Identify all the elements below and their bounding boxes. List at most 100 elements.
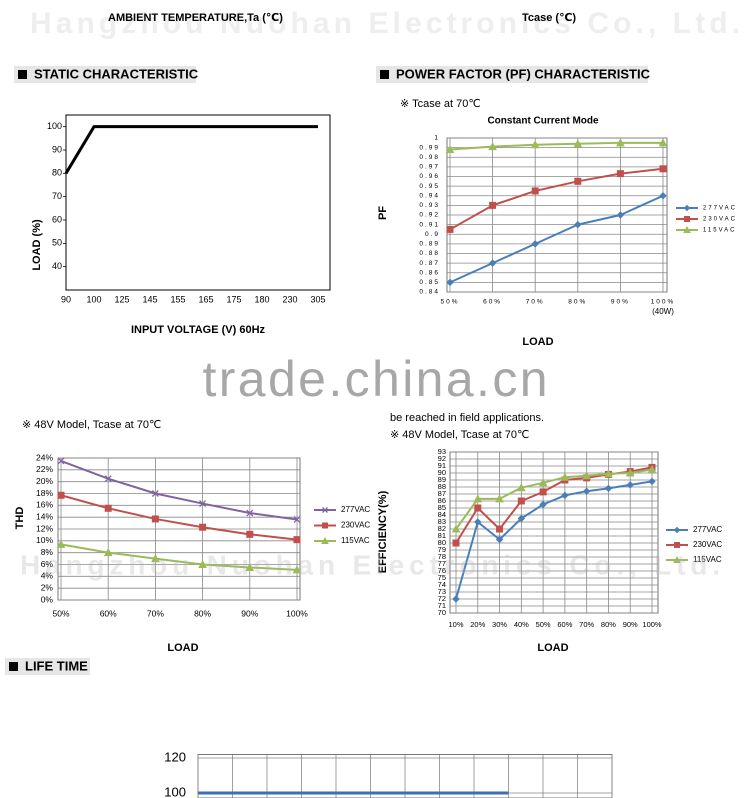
y-tick-label: 8% (41, 547, 54, 557)
series-line (455, 466, 653, 544)
heading-bg (376, 66, 648, 83)
y-tick-label: 90 (52, 144, 62, 154)
note: ※ 48V Model, Tcase at 70℃ (22, 419, 161, 431)
heading-icon (18, 70, 27, 79)
legend-label: 230VAC (341, 521, 370, 530)
x-tick-label: 100% (642, 620, 662, 629)
caption: be reached in field applications. (390, 412, 544, 424)
y-tick-label: 20% (36, 476, 53, 486)
x-note: (40W) (652, 307, 674, 316)
section-heading: STATIC CHARACTERISTIC (34, 66, 199, 81)
point (674, 542, 680, 548)
top-label: AMBIENT TEMPERATURE,Ta (℃) (108, 12, 283, 24)
section-heading: POWER FACTOR (PF) CHARACTERISTIC (396, 66, 651, 81)
legend-label: 277VAC (693, 525, 722, 534)
heading-icon (9, 662, 18, 671)
point (496, 525, 504, 533)
y-tick-label: 84 (438, 510, 446, 519)
point (582, 471, 592, 480)
x-tick-label: 90% (611, 299, 630, 306)
y-tick-label: 85 (438, 503, 446, 512)
y-tick-label: 1 (434, 135, 440, 142)
point (246, 530, 254, 538)
point (516, 483, 526, 492)
point (517, 497, 525, 505)
watermark: Hangzhou Nuohan Electronics Co., Ltd. (20, 549, 720, 580)
point (321, 536, 329, 544)
point (488, 142, 497, 151)
point (574, 177, 582, 185)
point (56, 539, 66, 548)
y-tick-label: 0.96 (419, 173, 440, 180)
y-tick-label: 0.87 (419, 260, 440, 267)
point (616, 211, 625, 219)
point (659, 192, 667, 200)
y-tick-label: 18% (36, 488, 53, 498)
x-tick-label: 50% (440, 299, 459, 306)
legend-label: 115VAC (703, 228, 736, 234)
y-tick-label: 91 (438, 461, 446, 470)
y-tick-label: 77 (438, 559, 446, 568)
series-line (449, 141, 663, 151)
point (104, 504, 112, 512)
y-tick-label: 0.92 (419, 212, 440, 219)
legend-label: 277VAC (703, 206, 737, 212)
x-tick-label: 100 (86, 294, 101, 304)
plot-frame (65, 114, 331, 291)
point (539, 500, 547, 509)
point (495, 535, 504, 544)
y-tick-label: 80 (438, 538, 446, 547)
x-tick-label: 50% (536, 620, 551, 629)
x-tick-label: 100% (286, 608, 308, 618)
y-tick-label: 10% (36, 535, 53, 545)
point (673, 555, 681, 563)
point (292, 565, 302, 574)
series-line (455, 480, 653, 600)
y-tick-label: 79 (438, 545, 446, 554)
y-tick-label: 6% (41, 559, 54, 569)
point (673, 526, 681, 534)
x-tick-label: 40% (514, 620, 529, 629)
x-tick-label: 50% (52, 608, 69, 618)
point (151, 515, 159, 523)
point (604, 484, 613, 493)
y-tick-label: 0.88 (419, 250, 440, 257)
x-tick-label: 80% (194, 608, 211, 618)
y-tick-label: 92 (438, 454, 446, 463)
y-tick-label: 16% (36, 500, 53, 510)
point (104, 475, 112, 483)
x-tick-label: 30% (492, 620, 507, 629)
y-axis-label: THD (14, 507, 26, 530)
y-tick-label: 80 (52, 168, 62, 178)
y-axis-label: LOAD (%) (31, 219, 43, 271)
point (452, 595, 460, 603)
series-line (60, 543, 298, 571)
y-axis-label: PF (377, 206, 389, 220)
x-tick-label: 145 (142, 294, 157, 304)
x-tick-label: 70% (147, 608, 164, 618)
point (322, 507, 328, 513)
x-axis-label: LOAD (522, 336, 553, 348)
x-tick-label: 100% (651, 299, 676, 306)
point (293, 536, 301, 544)
y-tick-label: 0.91 (419, 221, 440, 228)
point (103, 548, 113, 557)
point (658, 138, 668, 147)
y-tick-label: 81 (438, 531, 446, 540)
heading-bg (14, 66, 196, 83)
point (531, 187, 539, 195)
x-tick-label: 70% (526, 299, 545, 306)
point (574, 220, 582, 229)
point (539, 488, 547, 496)
x-tick-label: 60% (483, 299, 502, 306)
watermark: Hangzhou Nuohan Electronics Co., Ltd. (30, 7, 740, 40)
y-tick-label: 60 (52, 214, 62, 224)
y-tick-label: 89 (438, 475, 446, 484)
x-tick-label: 60% (557, 620, 572, 629)
x-tick-label: 70% (579, 620, 594, 629)
chart-title: Constant Current Mode (487, 116, 599, 127)
x-tick-label: 175 (226, 294, 241, 304)
top-label: Tcase (℃) (522, 12, 576, 24)
